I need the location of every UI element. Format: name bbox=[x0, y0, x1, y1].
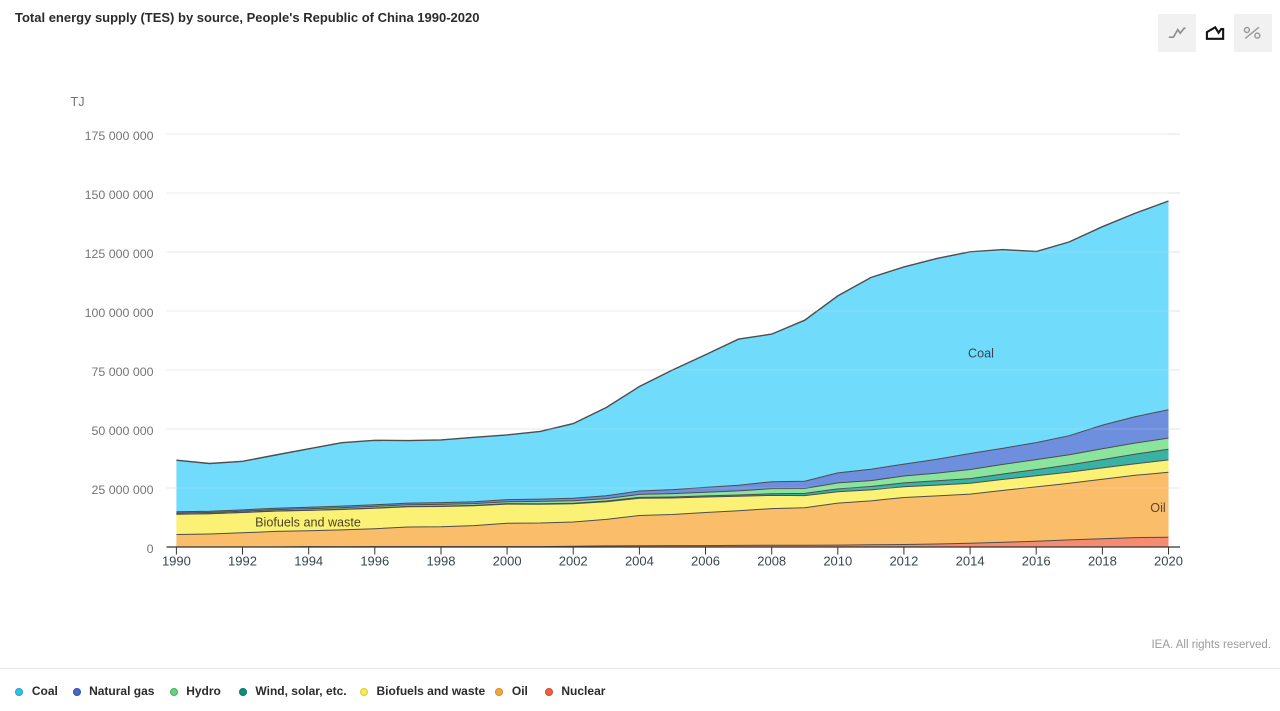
svg-text:1998: 1998 bbox=[427, 554, 456, 569]
svg-text:2008: 2008 bbox=[757, 554, 786, 569]
svg-text:175 000 000: 175 000 000 bbox=[85, 129, 154, 143]
svg-text:2000: 2000 bbox=[493, 554, 522, 569]
svg-text:2004: 2004 bbox=[625, 554, 654, 569]
svg-text:75 000 000: 75 000 000 bbox=[91, 365, 153, 379]
svg-text:TJ: TJ bbox=[71, 95, 85, 109]
svg-text:2014: 2014 bbox=[956, 554, 985, 569]
svg-text:1996: 1996 bbox=[360, 554, 389, 569]
svg-text:125 000 000: 125 000 000 bbox=[85, 247, 154, 261]
svg-text:Biofuels and waste: Biofuels and waste bbox=[255, 516, 361, 530]
svg-text:Coal: Coal bbox=[968, 347, 994, 361]
svg-text:1990: 1990 bbox=[162, 554, 191, 569]
svg-text:2020: 2020 bbox=[1154, 554, 1183, 569]
svg-text:2006: 2006 bbox=[691, 554, 720, 569]
svg-text:50 000 000: 50 000 000 bbox=[91, 424, 153, 438]
svg-text:Oil: Oil bbox=[1150, 501, 1165, 515]
svg-text:2010: 2010 bbox=[823, 554, 852, 569]
svg-text:150 000 000: 150 000 000 bbox=[85, 188, 154, 202]
svg-text:100 000 000: 100 000 000 bbox=[85, 306, 154, 320]
svg-text:2012: 2012 bbox=[889, 554, 918, 569]
svg-text:2002: 2002 bbox=[559, 554, 588, 569]
svg-text:0: 0 bbox=[147, 542, 154, 556]
svg-text:1992: 1992 bbox=[228, 554, 257, 569]
svg-text:2018: 2018 bbox=[1088, 554, 1117, 569]
svg-text:25 000 000: 25 000 000 bbox=[91, 483, 153, 497]
svg-text:1994: 1994 bbox=[294, 554, 323, 569]
svg-text:2016: 2016 bbox=[1022, 554, 1051, 569]
